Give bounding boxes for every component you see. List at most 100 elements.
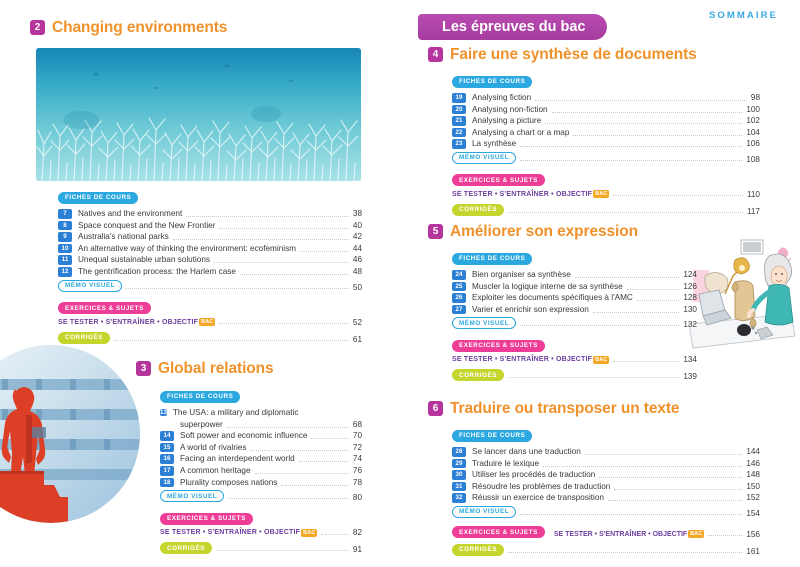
corriges-row[interactable]: CORRIGÉS 117 <box>452 203 760 216</box>
leader-dots <box>114 339 349 341</box>
leader-dots <box>613 360 680 362</box>
memo-page: 80 <box>352 493 362 503</box>
desk-illustration <box>687 232 797 354</box>
entry-page: 78 <box>352 477 362 487</box>
corriges-page: 91 <box>352 545 362 555</box>
entry-number: 30 <box>452 470 466 480</box>
memo-page: 132 <box>683 320 697 330</box>
entry-label: Réussir un exercice de transposition <box>472 493 604 503</box>
toc-row[interactable]: 31 Résoudre les problèmes de traduction … <box>452 481 760 493</box>
toc-row[interactable]: 10 An alternative way of thinking the en… <box>58 243 362 255</box>
section-number-badge: 3 <box>136 361 151 377</box>
memo-visuel-row[interactable]: MÉMO VISUEL 50 <box>58 279 362 292</box>
tag-fiches-de-cours: FICHES DE COURS <box>452 424 760 442</box>
toc-row[interactable]: 32 Réussir un exercice de transposition … <box>452 492 760 504</box>
memo-visuel-row[interactable]: MÉMO VISUEL 80 <box>160 490 362 503</box>
desk-illustration-artwork <box>687 232 797 354</box>
memo-page: 50 <box>352 282 362 292</box>
toc-row[interactable]: 24 Bien organiser sa synthèse 124 <box>452 269 697 281</box>
tag-fiches-de-cours: FICHES DE COURS <box>452 247 697 265</box>
tag-memo-visuel: MÉMO VISUEL <box>452 505 517 518</box>
entry-number: 12 <box>58 267 72 277</box>
entry-page: 150 <box>746 481 760 491</box>
entry-number: 13 <box>160 409 167 416</box>
toc-row[interactable]: 9 Australia's national parks 42 <box>58 231 362 243</box>
memo-page: 108 <box>746 154 760 164</box>
entry-number: 21 <box>452 116 466 126</box>
exercises-page: 110 <box>746 189 760 199</box>
toc-row[interactable]: 14 Soft power and economic influence 70 <box>160 430 362 442</box>
section-number-badge: 2 <box>30 20 45 36</box>
leader-dots <box>508 377 680 379</box>
toc-row[interactable]: 29 Traduire le lexique 146 <box>452 458 760 470</box>
toc-row[interactable]: 8 Space conquest and the New Frontier 40 <box>58 220 362 232</box>
memo-visuel-row[interactable]: MÉMO VISUEL 108 <box>452 151 760 164</box>
tag-corriges: CORRIGÉS <box>452 543 504 556</box>
tag-fiches-de-cours: FICHES DE COURS <box>58 186 362 204</box>
section-6-header: 6 Traduire ou transposer un texte <box>428 400 680 418</box>
entry-label: Australia's national parks <box>78 232 169 242</box>
entry-label: Traduire le lexique <box>472 458 540 468</box>
leader-dots <box>614 488 743 490</box>
leader-dots <box>584 454 743 456</box>
toc-row[interactable]: 20 Analysing non-fiction 100 <box>452 104 760 116</box>
toc-row[interactable]: 27 Varier et enrichir son expression 130 <box>452 304 697 316</box>
exercises-row[interactable]: EXERCICES & SUJETS SE TESTER • S'ENTRAÎN… <box>452 521 760 539</box>
entry-number: 20 <box>452 104 466 115</box>
exercises-row[interactable]: SE TESTER • S'ENTRAÎNER • OBJECTIF BAC 52 <box>58 318 362 327</box>
toc-row[interactable]: 15 A world of rivalries 72 <box>160 442 362 454</box>
corriges-row[interactable]: CORRIGÉS 161 <box>452 543 760 556</box>
toc-row[interactable]: 16 Facing an interdependent world 74 <box>160 453 362 465</box>
statue-artwork <box>0 345 140 523</box>
section-title: Global relations <box>158 360 274 378</box>
leader-dots <box>219 323 349 325</box>
toc-row[interactable]: 7 Natives and the environment 38 <box>58 208 362 220</box>
entry-page: 76 <box>352 465 362 475</box>
toc-row[interactable]: 21 Analysing a picture 102 <box>452 115 760 127</box>
tag-fiches-de-cours: FICHES DE COURS <box>452 70 760 88</box>
leader-dots <box>626 288 680 290</box>
coral-texture <box>36 48 361 181</box>
exercises-page: 52 <box>352 317 362 327</box>
section-title: Traduire ou transposer un texte <box>450 400 680 418</box>
tag-exercices-sujets: EXERCICES & SUJETS <box>160 507 362 525</box>
leader-dots <box>298 461 349 463</box>
left-column: 2 Changing environments <box>0 20 362 555</box>
toc-row[interactable]: 18 Plurality composes nations 78 <box>160 477 362 489</box>
toc-row[interactable]: 26 Exploiter les documents spécifiques à… <box>452 292 697 304</box>
leader-dots <box>172 239 349 241</box>
tag-corriges: CORRIGÉS <box>452 369 504 382</box>
tag-corriges: CORRIGÉS <box>452 203 504 216</box>
leader-dots <box>535 100 747 102</box>
toc-row[interactable]: 30 Utiliser les procédés de traduction 1… <box>452 469 760 481</box>
entry-number: 24 <box>452 270 466 280</box>
entry-number: 9 <box>58 232 72 242</box>
section-number-badge: 5 <box>428 224 443 240</box>
corriges-row[interactable]: CORRIGÉS 139 <box>452 369 697 382</box>
entry-label: The gentrification process: the Harlem c… <box>78 266 236 276</box>
exercises-row[interactable]: SE TESTER • S'ENTRAÎNER • OBJECTIF BAC 11… <box>452 190 760 199</box>
toc-row[interactable]: 22 Analysing a chart or a map 104 <box>452 127 760 139</box>
right-column: SOMMAIRE Les épreuves du bac 4 Faire une … <box>400 0 800 567</box>
memo-visuel-row[interactable]: MÉMO VISUEL 132 <box>452 317 697 330</box>
memo-visuel-row[interactable]: MÉMO VISUEL 154 <box>452 505 760 518</box>
toc-row[interactable]: 23 La synthèse 106 <box>452 138 760 150</box>
toc-row[interactable]: 25 Muscler la logique interne de sa synt… <box>452 281 697 293</box>
corriges-row[interactable]: CORRIGÉS 91 <box>160 542 362 555</box>
entry-page: 146 <box>746 458 760 468</box>
toc-row[interactable]: 13 The USA: a military and diplomatic sup… <box>160 407 362 430</box>
toc-row[interactable]: 19 Analysing fiction 98 <box>452 92 760 104</box>
entry-page: 130 <box>683 304 697 314</box>
corriges-page: 139 <box>683 372 697 382</box>
corriges-row[interactable]: CORRIGÉS 61 <box>58 331 362 344</box>
entry-label: A common heritage <box>180 465 251 475</box>
toc-row[interactable]: 12 The gentrification process: the Harle… <box>58 266 362 278</box>
exercises-row[interactable]: SE TESTER • S'ENTRAÎNER • OBJECTIF BAC 82 <box>160 528 362 537</box>
toc-row[interactable]: 11 Unequal sustainable urban solutions 4… <box>58 254 362 266</box>
section-2-header: 2 Changing environments <box>30 20 227 36</box>
toc-row[interactable]: 17 A common heritage 76 <box>160 465 362 477</box>
exercises-row[interactable]: SE TESTER • S'ENTRAÎNER • OBJECTIF BAC 13… <box>452 355 697 364</box>
leader-dots <box>216 550 349 552</box>
leader-dots <box>228 498 349 500</box>
toc-row[interactable]: 28 Se lancer dans une traduction 144 <box>452 446 760 458</box>
